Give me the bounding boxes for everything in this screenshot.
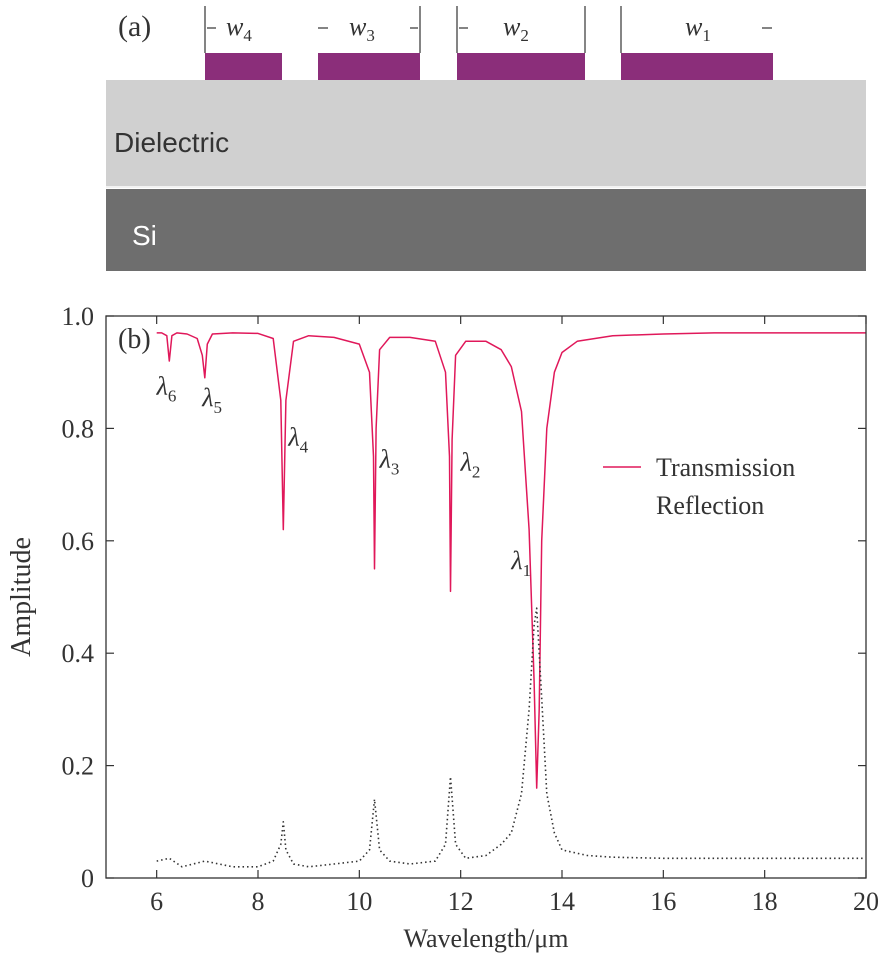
- panel-a-label: (a): [118, 10, 151, 43]
- width-label-2: w2: [503, 12, 529, 45]
- series-line-reflection: [156, 607, 866, 868]
- peak-label-lambda-5: λ5: [201, 383, 222, 417]
- substrate-label: Si: [132, 220, 157, 251]
- metal-strip-2: [457, 53, 585, 80]
- peak-label-lambda-1: λ1: [510, 546, 531, 580]
- x-ticks: 6 8 10 12 14 16 18 20: [150, 316, 879, 916]
- width-label-4: w4: [226, 12, 252, 45]
- x-tick-label: 10: [346, 887, 372, 916]
- peak-label-lambda-6: λ6: [156, 372, 177, 406]
- panel-b-label: (b): [118, 324, 151, 355]
- y-tick-label: 0.6: [62, 527, 95, 556]
- x-tick-label: 16: [650, 887, 676, 916]
- panel-a: (a) Dielectric Si w4 w3 w2 w1: [106, 6, 866, 271]
- legend-reflection-label: Reflection: [656, 491, 764, 520]
- legend: Transmission Reflection: [603, 453, 795, 520]
- y-tick-label: 0.8: [62, 414, 95, 443]
- series-layer: [156, 332, 866, 868]
- plot-frame: [105, 315, 867, 879]
- panel-b-chart: 6 8 10 12 14 16 18 20 0 0.2 0.4 0.6 0.8 1.0 λ6 λ5 λ4 λ3…: [6, 302, 879, 953]
- peak-label-lambda-3: λ3: [379, 445, 400, 479]
- width-label-1: w1: [685, 12, 711, 45]
- y-tick-label: 0.2: [62, 752, 95, 781]
- dielectric-layer: [106, 80, 866, 187]
- x-tick-label: 6: [150, 887, 163, 916]
- substrate-layer: [106, 189, 866, 271]
- x-tick-label: 8: [252, 887, 265, 916]
- y-axis-label: Amplitude: [6, 537, 37, 657]
- y-ticks: 0 0.2 0.4 0.6 0.8 1.0: [62, 302, 866, 893]
- peak-label-lambda-4: λ4: [287, 422, 308, 456]
- peak-label-lambda-2: λ2: [460, 448, 481, 482]
- width-markers: [204, 6, 772, 53]
- metal-strip-1: [621, 53, 773, 80]
- x-tick-label: 20: [853, 887, 879, 916]
- x-axis-label: Wavelength/μm: [404, 924, 569, 953]
- x-tick-label: 14: [549, 887, 575, 916]
- x-tick-label: 12: [448, 887, 474, 916]
- x-tick-label: 18: [752, 887, 778, 916]
- dielectric-label: Dielectric: [114, 127, 229, 158]
- series-line-transmission: [156, 332, 866, 789]
- width-label-3: w3: [349, 12, 375, 45]
- legend-transmission-label: Transmission: [656, 453, 795, 482]
- y-tick-label: 1.0: [62, 302, 95, 331]
- peak-annotations: λ6 λ5 λ4 λ3 λ2 λ1: [156, 372, 531, 580]
- metal-strip-3: [318, 53, 420, 80]
- y-tick-label: 0: [81, 864, 94, 893]
- metal-strip-4: [205, 53, 282, 80]
- y-tick-label: 0.4: [62, 639, 95, 668]
